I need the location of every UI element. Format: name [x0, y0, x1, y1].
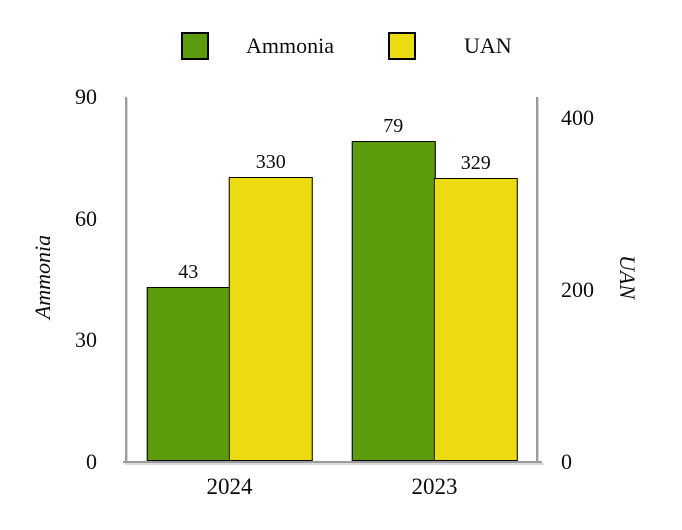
x-axis-category-label: 2023 [411, 474, 458, 499]
legend-item-ammonia: Ammonia [181, 31, 334, 61]
right-axis-tick-label: 200 [561, 276, 594, 302]
left-axis-title: Ammonia [30, 234, 55, 320]
x-axis-line [123, 461, 542, 463]
legend-label-uan: UAN [464, 33, 512, 58]
plot-area: 43 330 79 329 [127, 97, 537, 462]
left-axis-line [125, 97, 127, 462]
right-axis-tick-label: 0 [561, 449, 572, 474]
bar-group-2023: 79 329 [351, 115, 518, 461]
bar-value-label: 329 [460, 151, 491, 174]
legend-swatch-uan-icon [388, 32, 416, 60]
left-axis-tick-label: 0 [86, 449, 97, 474]
legend-swatch-ammonia-icon [181, 32, 209, 60]
bar-ammonia-2023: 79 [351, 115, 436, 461]
legend-label-ammonia: Ammonia [246, 33, 334, 58]
bar-value-label: 43 [178, 260, 199, 283]
right-axis-line [536, 97, 538, 462]
bar-ammonia-2024: 43 [146, 261, 231, 461]
left-axis-tick-label: 60 [75, 205, 97, 231]
left-axis-tick-label: 90 [75, 84, 97, 109]
left-axis-tick-label: 30 [75, 327, 97, 353]
bar-uan-2024: 330 [228, 151, 313, 461]
x-axis-category-label: 2024 [206, 474, 253, 499]
bar-group-2024: 43 330 [146, 151, 313, 461]
bar-value-label: 79 [383, 114, 404, 137]
bar-value-label: 330 [255, 150, 286, 173]
legend-item-uan: UAN [388, 31, 512, 61]
right-axis-tick-label: 400 [561, 104, 594, 130]
bar-uan-2023: 329 [433, 152, 518, 461]
